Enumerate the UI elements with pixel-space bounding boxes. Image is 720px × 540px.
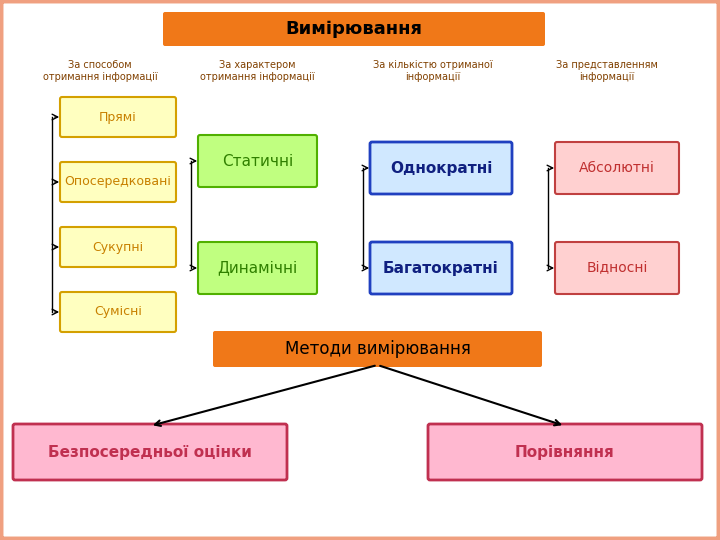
FancyBboxPatch shape (60, 162, 176, 202)
FancyBboxPatch shape (555, 242, 679, 294)
FancyBboxPatch shape (60, 292, 176, 332)
FancyBboxPatch shape (370, 142, 512, 194)
Text: Статичні: Статичні (222, 153, 293, 168)
Text: Вимірювання: Вимірювання (286, 20, 423, 38)
FancyBboxPatch shape (198, 242, 317, 294)
Text: Методи вимірювання: Методи вимірювання (284, 340, 470, 358)
Text: За способом
отримання інформації: За способом отримання інформації (42, 60, 157, 82)
Text: Опосередковані: Опосередковані (65, 176, 171, 188)
Text: Багатократні: Багатократні (383, 260, 499, 275)
Text: Відносні: Відносні (586, 261, 648, 275)
FancyBboxPatch shape (60, 97, 176, 137)
Text: Порівняння: Порівняння (515, 444, 615, 460)
Text: Прямі: Прямі (99, 111, 137, 124)
Text: Сумісні: Сумісні (94, 306, 142, 319)
FancyBboxPatch shape (163, 12, 545, 46)
Text: За кількістю отриманої
інформації: За кількістю отриманої інформації (373, 60, 492, 82)
FancyBboxPatch shape (198, 135, 317, 187)
Text: За представленням
інформації: За представленням інформації (556, 60, 658, 82)
Text: Сукупні: Сукупні (92, 240, 143, 253)
Text: Абсолютні: Абсолютні (579, 161, 655, 175)
FancyBboxPatch shape (428, 424, 702, 480)
Text: Однократні: Однократні (390, 160, 492, 176)
Text: За характером
отримання інформації: За характером отримання інформації (199, 60, 315, 82)
FancyBboxPatch shape (555, 142, 679, 194)
FancyBboxPatch shape (370, 242, 512, 294)
Text: Безпосередньої оцінки: Безпосередньої оцінки (48, 444, 252, 460)
FancyBboxPatch shape (60, 227, 176, 267)
Text: Динамічні: Динамічні (217, 260, 297, 275)
FancyBboxPatch shape (213, 331, 542, 367)
FancyBboxPatch shape (13, 424, 287, 480)
